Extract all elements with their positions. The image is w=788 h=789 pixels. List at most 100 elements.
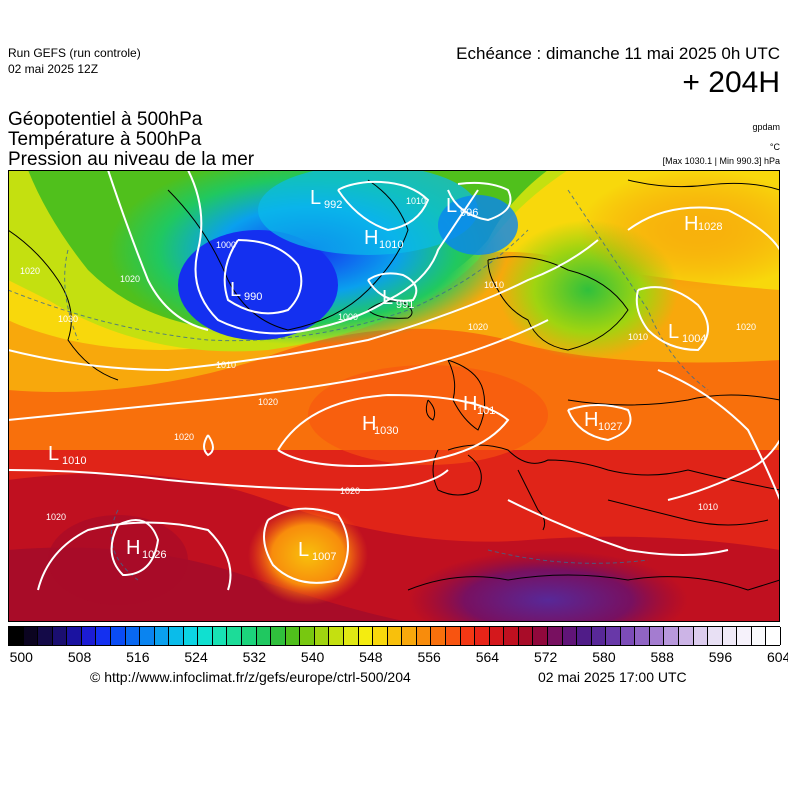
title-temperature: Température à 500hPa [8,129,202,150]
title-sea-level-pressure: Pression au niveau de la mer [8,149,255,170]
system-value: 1010 [62,455,86,467]
system-value: 991 [396,299,414,311]
colorbar-swatch [679,627,694,645]
system-letter: H [364,227,378,249]
colorbar-swatch [81,627,97,645]
isobar-label: 1020 [46,512,66,522]
colorbar-swatch [256,627,272,645]
colorbar-swatch [169,627,184,645]
system-value: 1010 [379,239,403,251]
isobar-label: 1020 [340,486,360,496]
system-value: 996 [460,207,478,219]
isobar-label: 1030 [58,314,78,324]
colorbar-swatch [606,627,621,645]
isobar-label: 1010 [216,360,236,370]
colorbar-tick-label: 564 [475,649,500,665]
system-letter: H [463,393,477,415]
pressure-max-min: [Max 1030.1 | Min 990.3] hPa [662,156,780,166]
colorbar-swatch [649,627,665,645]
colorbar-swatch [227,627,243,645]
colorbar-tick-label: 540 [300,649,325,665]
colorbar [8,626,781,646]
system-value: 990 [244,291,262,303]
colorbar-tick-label: 588 [650,649,674,665]
colorbar-swatch [329,627,344,645]
colorbar-tick-label: 548 [359,649,383,665]
system-letter: H [126,537,140,559]
system-letter: L [382,287,393,309]
colorbar-swatch [300,627,315,645]
isobar-label: 1000 [338,312,358,322]
title-geopotential: Géopotentiel à 500hPa [8,109,203,130]
system-value: 1026 [142,549,166,561]
colorbar-swatch [140,627,155,645]
isobar-label: 1020 [468,322,488,332]
colorbar-swatch [373,627,388,645]
colorbar-swatch [110,627,126,645]
colorbar-swatch [591,627,607,645]
colorbar-tick-label: 516 [126,649,150,665]
colorbar-tick-label: 580 [592,649,616,665]
colorbar-swatch [722,627,738,645]
colorbar-tick-label: 572 [533,649,558,665]
system-value: 1027 [598,421,622,433]
pressure-system: L 1007 [298,539,336,563]
isobar-label: 1010 [406,196,426,206]
pressure-system: L 1004 [668,321,706,345]
pressure-system: H 1027 [584,409,622,433]
colorbar-swatch [271,627,286,645]
colorbar-swatch [285,627,301,645]
system-value: 1028 [698,221,722,233]
copyright-url: © http://www.infoclimat.fr/z/gefs/europe… [90,669,411,685]
colorbar-swatch [766,627,781,645]
colorbar-swatch [358,627,374,645]
pressure-system: H 1010 [364,227,403,251]
colorbar-swatch [402,627,417,645]
colorbar-swatch [242,627,257,645]
run-date: 02 mai 2025 12Z [8,62,99,76]
colorbar-tick-label: 500 [9,649,33,665]
colorbar-swatch [518,627,534,645]
pressure-system: L 992 [310,187,342,211]
colorbar-swatch [533,627,548,645]
colorbar-swatch [562,627,578,645]
system-letter: L [310,187,321,209]
colorbar-swatch [125,627,141,645]
colorbar-tick-label: 604 [767,649,788,665]
colorbar-swatch [737,627,752,645]
pressure-system: L 991 [382,287,414,311]
isobar-label: 1020 [736,322,756,332]
system-value: 101 [477,405,495,417]
colorbar-swatch [387,627,403,645]
isobar-label: 1020 [120,274,140,284]
system-value: 1004 [682,333,706,345]
colorbar-swatch [693,627,709,645]
colorbar-swatch [314,627,330,645]
system-value: 1007 [312,551,336,563]
colorbar-swatch [67,627,82,645]
colorbar-tick-label: 556 [417,649,441,665]
isobar-label: 1020 [258,397,278,407]
colorbar-swatch [183,627,199,645]
unit-gpdam: gpdam [752,122,780,132]
system-value: 992 [324,199,342,211]
colorbar-swatch [547,627,563,645]
issued-time: 02 mai 2025 17:00 UTC [538,669,687,685]
isobar-label: 1010 [484,280,504,290]
colorbar-swatch [23,627,39,645]
colorbar-swatch [154,627,170,645]
colorbar-swatch [38,627,53,645]
isobar-label: 1020 [20,266,40,276]
lead-time: + 204H [682,66,780,99]
colorbar-tick-label: 524 [184,649,208,665]
pressure-system: L 1010 [48,443,86,467]
colorbar-swatch [416,627,432,645]
isobar-label: 1020 [174,432,194,442]
colorbar-swatch [620,627,636,645]
colorbar-swatch [460,627,476,645]
colorbar-tick-label: 596 [708,649,733,665]
colorbar-swatch [445,627,461,645]
colorbar-swatch [431,627,446,645]
